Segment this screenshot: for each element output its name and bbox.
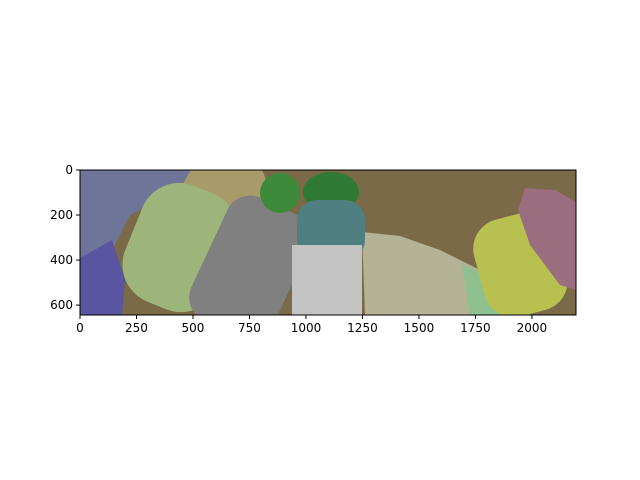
purple-region [80,240,125,315]
x-tick-label: 750 [238,321,261,335]
white-cylinder [292,245,362,315]
x-tick-label: 2000 [517,321,548,335]
x-tick-label: 1750 [460,321,491,335]
x-tick-label: 1000 [291,321,322,335]
y-tick-label: 400 [50,253,73,267]
x-tick-label: 500 [182,321,205,335]
pink-region [518,188,576,290]
gray-cylinder [189,195,312,315]
x-tick-label: 0 [76,321,84,335]
x-tick-label: 1250 [347,321,378,335]
axes-frame [79,169,577,316]
green-cap [260,173,300,213]
image [80,170,576,315]
y-tick-label: 0 [65,163,73,177]
y-tick-label: 600 [50,298,73,312]
x-tick-label: 250 [125,321,148,335]
x-tick-label: 1500 [404,321,435,335]
y-tick-label: 200 [50,208,73,222]
